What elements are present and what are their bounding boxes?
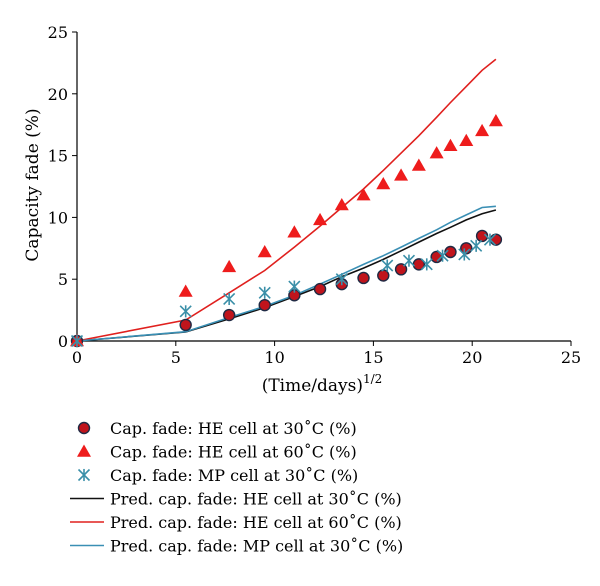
legend-label: Cap. fade: HE cell at 30˚C (%) <box>110 419 357 438</box>
data-point <box>394 263 408 276</box>
data-point <box>356 188 371 201</box>
legend-label: Pred. cap. fade: HE cell at 30˚C (%) <box>110 490 402 509</box>
data-point <box>335 273 348 286</box>
series-line <box>76 58 497 342</box>
data-point <box>376 177 391 190</box>
data-point <box>70 334 84 348</box>
data-point <box>287 225 302 238</box>
legend-marker-swatch <box>77 468 91 482</box>
legend-marker-swatch <box>77 421 91 435</box>
x-tick-label: 0 <box>72 348 82 367</box>
series-line <box>76 209 497 342</box>
y-tick-label: 5 <box>58 270 68 289</box>
data-point <box>313 282 327 296</box>
y-tick-label: 10 <box>48 208 68 227</box>
data-point <box>470 239 483 252</box>
x-axis-title-base: (Time/days) <box>262 376 363 396</box>
data-point <box>443 138 458 151</box>
x-axis-title: (Time/days)1/2 <box>262 372 383 396</box>
data-point <box>394 168 409 181</box>
legend-label: Cap. fade: HE cell at 60˚C (%) <box>110 443 357 462</box>
data-point <box>258 298 271 312</box>
x-tick-label: 25 <box>561 348 581 367</box>
data-point <box>223 292 236 306</box>
y-tick-label: 0 <box>58 332 68 351</box>
data-point <box>488 113 503 127</box>
data-point <box>179 318 192 332</box>
y-axis-title: Capacity fade (%) <box>23 108 43 261</box>
x-tick-label: 5 <box>171 348 181 367</box>
y-tick-label: 20 <box>48 85 68 104</box>
data-point <box>381 259 394 272</box>
plot-area <box>70 58 503 348</box>
legend: Cap. fade: HE cell at 30˚C (%) Cap. fade:… <box>70 419 403 556</box>
data-point <box>411 158 426 171</box>
data-point <box>222 308 236 322</box>
axes: 0 5 10 15 20 25 0 5 10 15 20 25 <box>48 23 582 367</box>
data-point <box>178 284 193 297</box>
data-point <box>402 254 416 267</box>
x-axis-title-exponent: 1/2 <box>363 372 382 386</box>
data-point <box>444 245 457 259</box>
legend-label: Cap. fade: MP cell at 30˚C (%) <box>110 466 358 485</box>
data-point <box>288 280 301 293</box>
x-tick-label: 10 <box>264 348 284 367</box>
legend-label: Pred. cap. fade: HE cell at 60˚C (%) <box>110 513 402 532</box>
data-point <box>475 123 490 137</box>
series-line <box>76 205 496 342</box>
data-point <box>429 146 444 159</box>
legend-marker-swatch <box>77 444 91 457</box>
data-point <box>334 198 349 211</box>
x-tick-label: 20 <box>462 348 482 367</box>
data-point <box>257 245 272 258</box>
data-point <box>179 305 192 318</box>
data-point <box>313 212 328 226</box>
data-point <box>357 271 370 285</box>
data-point <box>420 258 433 271</box>
data-point <box>475 229 489 243</box>
data-point <box>483 233 497 246</box>
data-point <box>258 286 271 299</box>
y-tick-label: 15 <box>48 147 68 166</box>
y-tick-label: 25 <box>48 23 68 42</box>
data-point <box>459 133 474 147</box>
data-point <box>458 248 471 261</box>
data-point <box>436 249 449 262</box>
x-tick-label: 15 <box>363 348 383 367</box>
data-point <box>222 259 237 273</box>
data-point <box>489 233 503 246</box>
legend-label: Pred. cap. fade: MP cell at 30˚C (%) <box>110 537 403 556</box>
